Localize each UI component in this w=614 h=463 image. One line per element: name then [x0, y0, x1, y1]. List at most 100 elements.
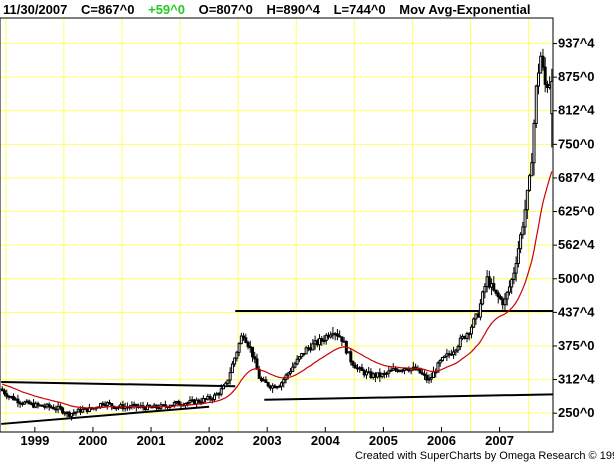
plot-frame [0, 17, 554, 433]
bar-body-153 [342, 340, 346, 343]
bar-body-181 [405, 368, 409, 371]
bar-body-93 [208, 395, 212, 400]
bar-body-204 [456, 346, 460, 351]
bar-body-156 [349, 351, 353, 363]
bar-body-47 [105, 402, 109, 407]
bar-body-141 [315, 340, 319, 346]
bar-body-37 [83, 407, 87, 410]
bar-body-210 [469, 326, 473, 335]
bar-body-83 [186, 402, 190, 405]
bar-body-146 [326, 334, 330, 338]
bar-body-95 [213, 394, 217, 400]
bar-body-172 [385, 372, 389, 375]
trendlines [1, 310, 554, 425]
bar-body-201 [449, 353, 453, 356]
bar-body-237 [530, 162, 534, 177]
bar-body-147 [329, 334, 333, 338]
bar-body-202 [452, 351, 456, 356]
bar-body-110 [246, 342, 250, 348]
bar-body-183 [409, 368, 413, 372]
x-axis-tick-labels: 1999 2000 2001 2002 2003 2004 2005 2006 2007 [20, 427, 514, 448]
bar-body-209 [467, 333, 471, 336]
bar-body-90 [201, 398, 205, 403]
bar-body-87 [195, 399, 199, 405]
y-tick-label-9: 812^4 [558, 103, 595, 118]
bar-body-104 [233, 357, 237, 365]
grid [0, 18, 553, 432]
bar-body-33 [74, 411, 78, 414]
bar-body-197 [440, 356, 444, 362]
bar-body-84 [188, 400, 192, 404]
bar-body-4 [9, 395, 13, 398]
bar-body-194 [434, 371, 438, 374]
bar-body-35 [78, 408, 82, 413]
x-tick-label-3: 2002 [195, 433, 224, 448]
y-tick-label-10: 875^0 [558, 69, 595, 84]
bar-body-124 [277, 385, 281, 388]
bar-body-178 [398, 369, 402, 372]
bar-body-143 [320, 338, 324, 342]
bar-body-48 [108, 402, 112, 405]
bar-body-192 [429, 376, 433, 380]
bar-body-216 [483, 286, 487, 293]
bar-body-10 [23, 401, 27, 405]
bar-body-142 [318, 338, 322, 346]
bar-body-125 [280, 382, 284, 387]
x-tick-label-8: 2007 [485, 433, 514, 448]
bar-body-180 [402, 368, 406, 371]
bar-body-24 [54, 408, 58, 411]
bar-body-122 [273, 385, 277, 389]
x-tick-label-1: 2000 [78, 433, 107, 448]
bar-body-29 [65, 411, 69, 414]
bar-body-232 [519, 234, 523, 250]
bar-body-22 [49, 406, 53, 409]
bar-body-171 [382, 372, 386, 375]
bar-body-79 [177, 400, 181, 406]
bar-body-230 [514, 262, 518, 274]
bar-body-205 [458, 337, 462, 348]
bar-body-238 [532, 122, 536, 164]
bar-body-21 [47, 403, 51, 408]
bar-body-240 [536, 72, 540, 87]
bar-body-150 [335, 333, 339, 337]
bar-body-207 [463, 335, 467, 339]
bar-body-31 [70, 413, 74, 417]
bar-body-163 [364, 371, 368, 376]
trendline-1 [1, 405, 210, 425]
moving-average-line [2, 171, 553, 409]
bar-body-157 [351, 361, 355, 366]
bar-body-36 [81, 408, 85, 413]
y-axis-tick-labels: 250^0 312^4 375^0 437^4 500^0 562^4 625^0 687^4… [553, 36, 595, 420]
bar-body-224 [501, 298, 505, 306]
bar-body-113 [253, 356, 257, 360]
y-tick-label-7: 687^4 [558, 170, 595, 185]
bar-body-159 [356, 367, 360, 370]
bar-body-182 [407, 369, 411, 372]
header-date: 11/30/2007 [3, 2, 67, 17]
bar-body-107 [239, 335, 243, 345]
bar-body-70 [157, 407, 161, 410]
bar-body-85 [190, 399, 194, 402]
bar-body-167 [373, 373, 377, 378]
bar-body-59 [132, 403, 136, 406]
bar-body-133 [297, 356, 301, 360]
bar-body-198 [443, 355, 447, 358]
bar-body-164 [367, 371, 371, 374]
bar-body-5 [11, 396, 15, 401]
bar-body-199 [445, 353, 449, 357]
bar-body-86 [192, 399, 196, 405]
bar-body-112 [251, 346, 255, 358]
y-tick-label-6: 625^0 [558, 204, 595, 219]
bar-body-215 [481, 291, 485, 305]
bar-body-137 [306, 347, 310, 350]
bar-body-51 [114, 407, 118, 410]
bar-body-6 [14, 398, 18, 401]
bar-body-236 [528, 175, 532, 191]
header-high: H=890^4 [266, 2, 320, 17]
bar-body-139 [311, 343, 315, 351]
bar-body-17 [38, 404, 42, 407]
bar-body-211 [472, 318, 476, 328]
bar-body-195 [436, 362, 440, 373]
bar-body-165 [369, 371, 373, 379]
